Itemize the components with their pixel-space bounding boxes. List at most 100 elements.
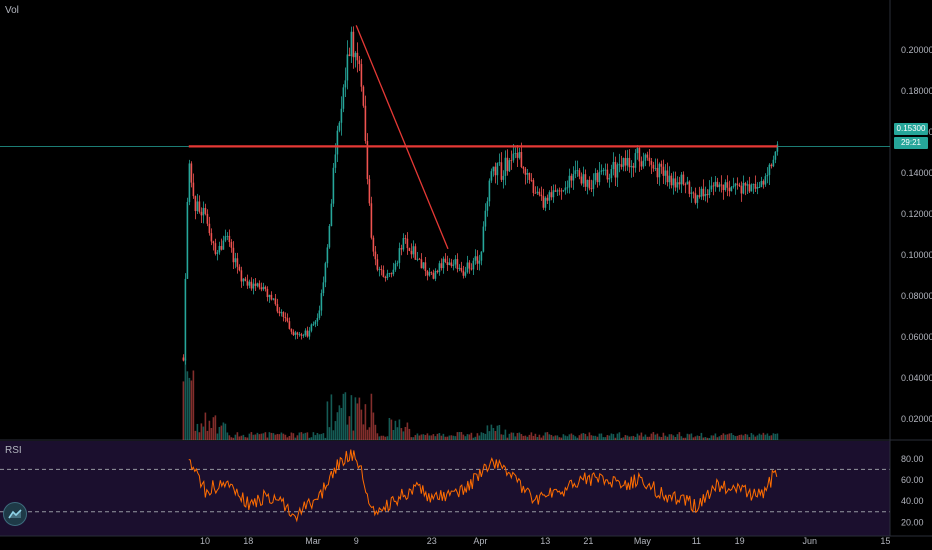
candle-body bbox=[228, 235, 231, 243]
volume-indicator-title[interactable]: Vol bbox=[5, 5, 19, 16]
time-tick-label: 15 bbox=[880, 536, 890, 546]
candle-body bbox=[774, 151, 777, 160]
candle-body bbox=[678, 182, 681, 185]
volume-bar bbox=[380, 435, 383, 440]
rsi-pane bbox=[0, 441, 890, 536]
volume-bar bbox=[256, 432, 259, 440]
volume-bar bbox=[382, 435, 385, 440]
candle-body bbox=[728, 187, 731, 192]
volume-bar bbox=[538, 434, 541, 440]
candle-body bbox=[366, 141, 369, 180]
candle-body bbox=[360, 64, 363, 87]
volume-bar bbox=[748, 437, 751, 440]
volume-bar bbox=[746, 434, 749, 440]
volume-bar bbox=[770, 435, 773, 440]
time-tick-label: May bbox=[634, 536, 652, 546]
candle-body bbox=[198, 201, 201, 212]
candle-body bbox=[706, 194, 709, 196]
candle-body bbox=[448, 262, 451, 266]
volume-bar bbox=[408, 428, 411, 440]
candle-body bbox=[616, 164, 619, 178]
candle-body bbox=[630, 165, 633, 168]
time-tick-label: 19 bbox=[735, 536, 745, 546]
volume-bar bbox=[228, 435, 231, 440]
volume-bar bbox=[234, 434, 237, 440]
volume-bar bbox=[522, 435, 525, 440]
volume-bar bbox=[284, 434, 287, 440]
candle-body bbox=[508, 160, 511, 172]
volume-bar bbox=[434, 436, 437, 440]
volume-bar bbox=[186, 371, 189, 440]
candle-body bbox=[320, 293, 323, 311]
candle-body bbox=[226, 235, 229, 237]
volume-bar bbox=[368, 427, 371, 440]
candle-body bbox=[720, 184, 723, 186]
candle-body bbox=[762, 181, 765, 185]
candle-body bbox=[192, 182, 195, 197]
volume-bar bbox=[376, 433, 379, 440]
volume-bar bbox=[280, 432, 283, 440]
volume-bar bbox=[468, 434, 471, 440]
rsi-line bbox=[188, 449, 778, 523]
price-tick-label: 0.10000 bbox=[901, 250, 932, 260]
volume-bar bbox=[482, 432, 485, 440]
candle-body bbox=[604, 169, 607, 171]
volume-bar bbox=[252, 434, 255, 440]
volume-bar bbox=[680, 436, 683, 440]
volume-bar bbox=[276, 433, 279, 440]
volume-bar bbox=[266, 437, 269, 440]
candle-body bbox=[570, 175, 573, 181]
volume-bar bbox=[708, 437, 711, 440]
volume-bar bbox=[242, 434, 245, 440]
candle-body bbox=[592, 180, 595, 189]
candle-body bbox=[190, 163, 193, 183]
candle-body bbox=[664, 170, 667, 176]
volume-bar bbox=[220, 425, 223, 440]
volume-bar bbox=[202, 426, 205, 440]
volume-bar bbox=[416, 433, 419, 440]
volume-bar bbox=[406, 422, 409, 440]
candle-body bbox=[722, 184, 725, 191]
volume-bar bbox=[476, 433, 479, 440]
volume-bar bbox=[620, 437, 623, 440]
volume-bar bbox=[218, 426, 221, 440]
volume-bar bbox=[274, 434, 277, 440]
volume-bar bbox=[526, 436, 529, 440]
volume-bar bbox=[672, 435, 675, 440]
volume-bar bbox=[664, 435, 667, 440]
volume-bar bbox=[346, 424, 349, 440]
candle-body bbox=[354, 52, 357, 58]
volume-bar bbox=[400, 428, 403, 440]
candle-body bbox=[512, 153, 515, 161]
volume-bar bbox=[624, 435, 627, 440]
tradingview-logo-icon[interactable] bbox=[3, 502, 27, 526]
volume-bar bbox=[440, 435, 443, 440]
rsi-tick-label: 60.00 bbox=[901, 475, 924, 485]
candle-body bbox=[610, 169, 613, 178]
candle-body bbox=[424, 262, 427, 272]
candle-body bbox=[746, 184, 749, 186]
volume-bar bbox=[342, 393, 345, 440]
volume-bar bbox=[712, 435, 715, 440]
drawings[interactable] bbox=[0, 25, 890, 250]
volume-bar bbox=[490, 424, 493, 440]
volume-bar bbox=[564, 435, 567, 440]
candle-body bbox=[524, 168, 527, 175]
candle-body bbox=[490, 171, 493, 181]
volume-bar bbox=[484, 433, 487, 440]
candle-body bbox=[350, 31, 353, 57]
volume-bar bbox=[216, 433, 219, 440]
volume-bar bbox=[590, 435, 593, 440]
candle-body bbox=[246, 280, 249, 286]
candle-body bbox=[488, 180, 491, 202]
candle-body bbox=[776, 144, 779, 152]
candle-body bbox=[288, 321, 291, 329]
volume-bar bbox=[294, 437, 297, 440]
volume-bar bbox=[738, 434, 741, 440]
volume-bar bbox=[596, 436, 599, 440]
rsi-indicator-title[interactable]: RSI bbox=[5, 445, 22, 456]
volume-bar bbox=[602, 437, 605, 440]
candle-body bbox=[730, 186, 733, 192]
candle-body bbox=[232, 247, 235, 263]
